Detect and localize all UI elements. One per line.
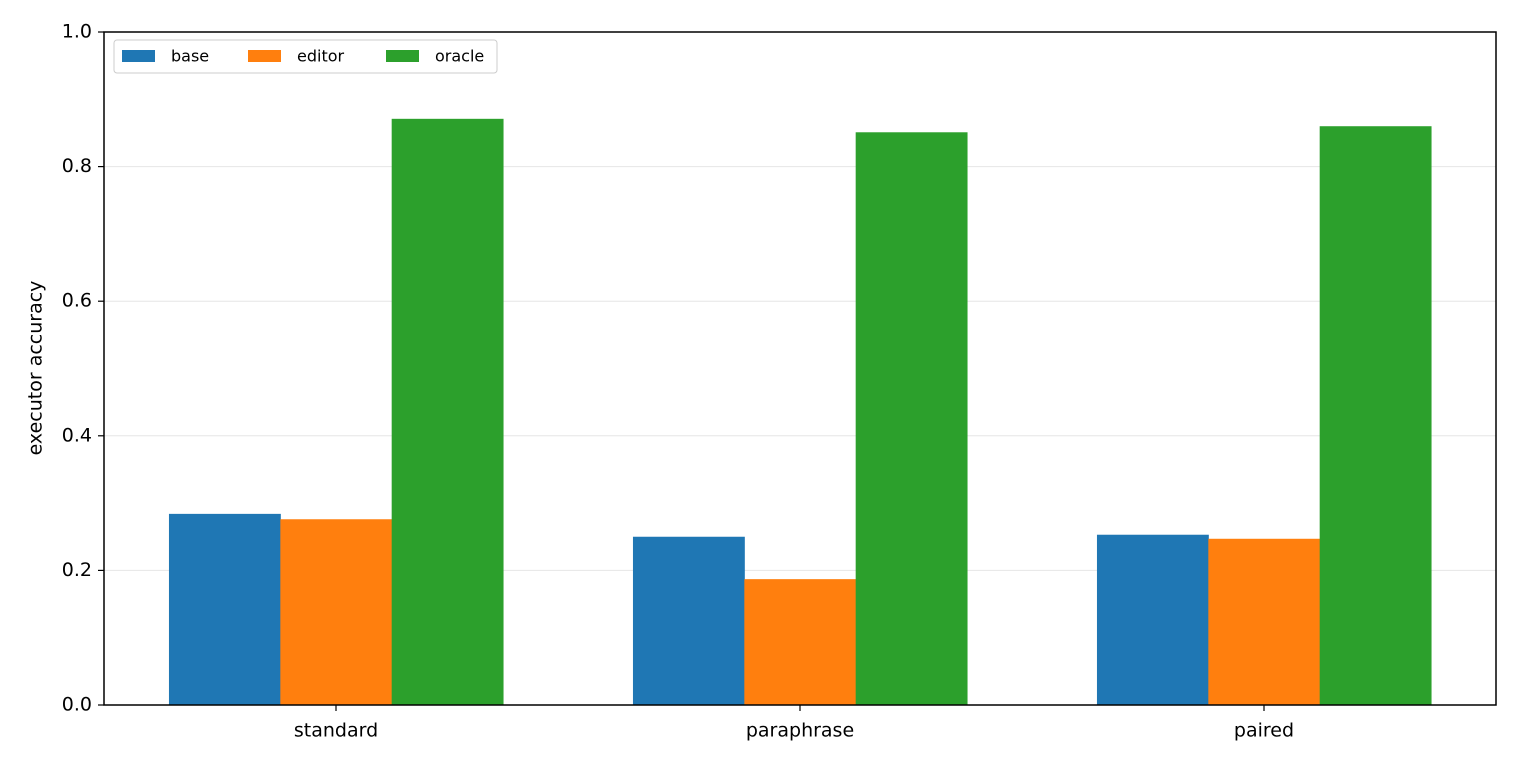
legend-swatch: [248, 50, 281, 62]
bar: [632, 536, 745, 705]
legend-swatch: [386, 50, 419, 62]
bar: [168, 513, 281, 705]
y-tick-label: 0.2: [62, 559, 92, 581]
bar: [280, 519, 393, 705]
bar: [1208, 538, 1321, 705]
bar: [1319, 126, 1432, 706]
y-tick-label: 0.8: [62, 155, 92, 177]
legend-box: [113, 39, 498, 74]
legend-label: editor: [297, 47, 345, 66]
y-tick-label: 1.0: [62, 21, 92, 43]
legend-swatch: [122, 50, 155, 62]
y-axis-label: executor accuracy: [25, 281, 47, 456]
bar: [391, 118, 504, 705]
legend-label: base: [171, 47, 209, 66]
x-tick-label: paired: [1234, 720, 1294, 742]
bar: [744, 579, 857, 705]
x-tick-label: standard: [294, 720, 378, 742]
bar: [855, 132, 968, 706]
legend-label: oracle: [435, 47, 484, 66]
plot-frame: [103, 31, 1497, 706]
x-tick-label: paraphrase: [746, 720, 854, 742]
bar: [1096, 534, 1209, 705]
y-tick-label: 0.4: [62, 424, 92, 446]
y-tick-label: 0.0: [62, 694, 92, 716]
y-tick-label: 0.6: [62, 290, 92, 312]
